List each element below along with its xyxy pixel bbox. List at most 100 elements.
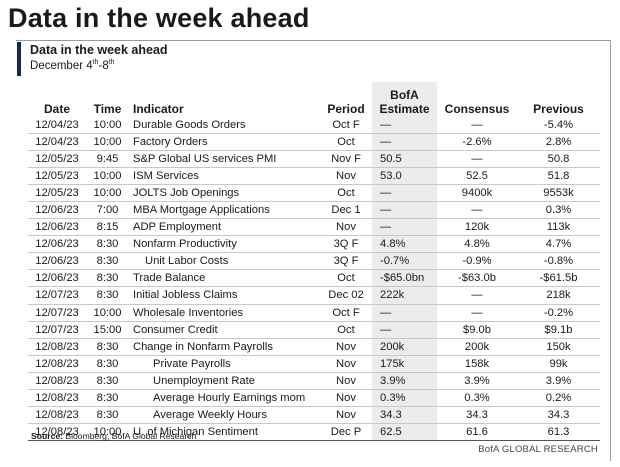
- table-row: 12/06/23 8:15 ADP Employment Nov — 120k 113k: [28, 218, 600, 236]
- cell-time: 10:00: [93, 425, 122, 438]
- source-text: Bloomberg, BofA Global Research: [65, 431, 197, 441]
- cell-time: 8:30: [96, 391, 119, 404]
- cell-time: 8:30: [96, 272, 119, 285]
- cell-period: Dec 1: [331, 204, 361, 217]
- panel-frame: [16, 40, 611, 461]
- cell-date: 12/07/23: [35, 323, 79, 336]
- table-row: 12/08/23 8:30 Average Hourly Earnings mom N…: [28, 389, 600, 407]
- cell-period: Nov: [336, 357, 356, 370]
- header-time: Time: [93, 102, 122, 116]
- cell-consensus: -0.9%: [462, 255, 492, 268]
- cell-bofa-estimate: 4.8%: [372, 235, 437, 253]
- panel-date-range: December 4th-8th: [30, 59, 115, 72]
- cell-period: Oct F: [332, 119, 360, 132]
- cell-date: 12/05/23: [35, 187, 79, 200]
- cell-bofa-estimate: 3.9%: [372, 372, 437, 390]
- cell-date: 12/05/23: [35, 170, 79, 183]
- cell-indicator: Wholesale Inventories: [133, 306, 244, 319]
- cell-time: 10:00: [93, 187, 122, 200]
- cell-date: 12/08/23: [35, 357, 79, 370]
- cell-consensus: 0.3%: [464, 391, 490, 404]
- cell-date: 12/07/23: [35, 289, 79, 302]
- cell-time: 8:30: [96, 357, 119, 370]
- cell-indicator: Average Weekly Hours: [129, 406, 320, 423]
- table-body: 12/04/23 10:00 Durable Goods Orders Oct F — —…: [28, 117, 600, 441]
- cell-bofa-estimate: -0.7%: [372, 252, 437, 270]
- cell-indicator: S&P Global US services PMI: [133, 153, 277, 166]
- cell-consensus: —: [471, 289, 483, 302]
- cell-previous: -0.2%: [543, 306, 574, 319]
- cell-consensus: —: [471, 119, 483, 132]
- date-range-start: December 4: [30, 60, 93, 72]
- cell-time: 7:00: [96, 204, 119, 217]
- header-date: Date: [43, 102, 70, 116]
- cell-consensus: 120k: [464, 221, 490, 234]
- cell-time: 8:15: [96, 221, 119, 234]
- cell-period: Nov: [336, 340, 356, 353]
- cell-indicator: ADP Employment: [133, 221, 222, 234]
- source-label: Source:: [31, 431, 63, 441]
- cell-consensus: 200k: [464, 340, 490, 353]
- cell-consensus: 9400k: [461, 187, 493, 200]
- cell-bofa-estimate: —: [372, 304, 437, 322]
- cell-previous: 2.8%: [545, 136, 572, 149]
- cell-date: 12/08/23: [35, 374, 79, 387]
- cell-previous: 218k: [546, 289, 571, 302]
- cell-indicator: Nonfarm Productivity: [133, 238, 237, 251]
- cell-time: 15:00: [93, 323, 122, 336]
- cell-bofa-estimate: 0.3%: [372, 389, 437, 407]
- table-row: 12/05/23 10:00 JOLTS Job Openings Oct — 9400k…: [28, 184, 600, 202]
- cell-indicator: Durable Goods Orders: [133, 119, 246, 132]
- table-row: 12/06/23 8:30 Unit Labor Costs 3Q F -0.7% -0.…: [28, 252, 600, 270]
- cell-bofa-estimate: —: [372, 117, 437, 134]
- cell-time: 10:00: [93, 306, 122, 319]
- cell-date: 12/07/23: [35, 306, 79, 319]
- table-row: 12/04/23 10:00 Factory Orders Oct — -2.6% 2.8%: [28, 133, 600, 151]
- cell-consensus: 158k: [464, 357, 490, 370]
- indicator-label: Private Payrolls: [153, 357, 231, 370]
- cell-consensus: —: [471, 153, 483, 166]
- cell-time: 8:30: [96, 374, 119, 387]
- cell-indicator: Private Payrolls: [129, 355, 320, 372]
- cell-previous: 113k: [546, 221, 571, 234]
- cell-indicator: Change in Nonfarm Payrolls: [133, 340, 273, 353]
- data-calendar-table: Date Time Indicator Period BofA Estimate …: [28, 82, 600, 441]
- cell-date: 12/08/23: [35, 425, 79, 438]
- panel-accent-bar: [17, 42, 21, 76]
- cell-period: Oct: [337, 323, 355, 336]
- cell-previous: 51.8: [547, 170, 570, 183]
- date-range-suffix-1: th: [92, 59, 99, 67]
- cell-date: 12/06/23: [35, 238, 79, 251]
- cell-bofa-estimate: —: [372, 133, 437, 151]
- table-row: 12/05/23 9:45 S&P Global US services PMI No…: [28, 150, 600, 168]
- cell-period: Oct: [337, 187, 355, 200]
- date-range-end: -8: [98, 60, 109, 72]
- cell-bofa-estimate: 175k: [372, 355, 437, 373]
- cell-consensus: —: [471, 306, 483, 319]
- cell-date: 12/06/23: [35, 272, 79, 285]
- cell-date: 12/05/23: [35, 153, 79, 166]
- header-bofa-estimate: BofA Estimate: [372, 82, 437, 117]
- cell-indicator: JOLTS Job Openings: [133, 187, 240, 200]
- indicator-label: Unit Labor Costs: [145, 255, 229, 268]
- cell-period: Nov: [336, 221, 356, 234]
- table-row: 12/07/23 15:00 Consumer Credit Oct — $9.0b $9.…: [28, 321, 600, 339]
- table-row: 12/06/23 8:30 Trade Balance Oct -$65.0bn -$63…: [28, 269, 600, 287]
- cell-indicator: Unit Labor Costs: [129, 253, 320, 270]
- indicator-label: Average Hourly Earnings mom: [153, 391, 306, 404]
- cell-previous: -0.8%: [543, 255, 574, 268]
- cell-indicator: MBA Mortgage Applications: [133, 204, 270, 217]
- table-row: 12/08/23 8:30 Private Payrolls Nov 175k 158k 9…: [28, 355, 600, 373]
- cell-period: 3Q F: [333, 255, 359, 268]
- cell-date: 12/04/23: [35, 136, 79, 149]
- table-row: 12/07/23 8:30 Initial Jobless Claims Dec 02…: [28, 286, 600, 305]
- cell-bofa-estimate: —: [372, 201, 437, 219]
- table-row: 12/05/23 10:00 ISM Services Nov 53.0 52.5 51.8: [28, 167, 600, 185]
- cell-bofa-estimate: 222k: [372, 286, 437, 305]
- cell-previous: 9553k: [543, 187, 574, 200]
- cell-bofa-estimate: -$65.0bn: [372, 269, 437, 287]
- cell-time: 8:30: [96, 408, 119, 421]
- header-indicator: Indicator: [133, 102, 184, 116]
- panel-title: Data in the week ahead: [30, 43, 168, 57]
- page-title: Data in the week ahead: [8, 3, 310, 33]
